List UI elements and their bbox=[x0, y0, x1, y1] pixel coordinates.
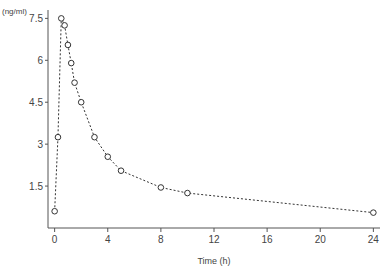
plot-area bbox=[52, 16, 376, 216]
x-tick bbox=[320, 228, 321, 232]
x-tick bbox=[214, 228, 215, 232]
data-line bbox=[55, 18, 374, 212]
x-tick-label: 16 bbox=[262, 234, 274, 245]
data-point bbox=[78, 99, 84, 105]
x-tick bbox=[373, 228, 374, 232]
y-tick bbox=[45, 60, 48, 61]
y-tick bbox=[45, 102, 48, 103]
data-point bbox=[52, 208, 58, 214]
x-tick bbox=[267, 228, 268, 232]
x-tick-label: 12 bbox=[208, 234, 220, 245]
x-tick-label: 20 bbox=[315, 234, 327, 245]
x-tick-label: 24 bbox=[368, 234, 380, 245]
data-point bbox=[185, 190, 191, 196]
data-point bbox=[65, 42, 71, 48]
x-tick bbox=[160, 228, 161, 232]
data-point bbox=[158, 185, 164, 191]
data-point bbox=[105, 154, 111, 160]
data-point bbox=[55, 134, 61, 140]
x-tick-label: 8 bbox=[158, 234, 164, 245]
y-tick-label: 1.5 bbox=[29, 181, 43, 192]
y-tick-label: 6 bbox=[37, 55, 43, 66]
x-tick-label: 0 bbox=[52, 234, 58, 245]
y-axis-label: (ng/ml) bbox=[2, 7, 27, 16]
data-point bbox=[92, 134, 98, 140]
chart-svg: 1.5 3 4.5 6 7.5 0 4 8 12 16 20 24 (ng/ml) Time (h) bbox=[0, 0, 386, 274]
chart-container: 1.5 3 4.5 6 7.5 0 4 8 12 16 20 24 (ng/ml) Time (h) bbox=[0, 0, 386, 274]
y-tick-label: 7.5 bbox=[29, 13, 43, 24]
data-point bbox=[62, 23, 68, 29]
x-tick-label: 4 bbox=[105, 234, 111, 245]
y-axis-line bbox=[48, 10, 49, 228]
x-tick bbox=[107, 228, 108, 232]
y-tick-label: 3 bbox=[37, 139, 43, 150]
data-point bbox=[68, 60, 74, 66]
y-tick bbox=[45, 144, 48, 145]
x-axis-label: Time (h) bbox=[197, 256, 230, 266]
data-point bbox=[118, 168, 124, 174]
data-point bbox=[58, 16, 64, 22]
y-tick-label: 4.5 bbox=[29, 97, 43, 108]
data-point bbox=[72, 80, 78, 86]
data-point bbox=[371, 210, 377, 216]
x-tick bbox=[54, 228, 55, 232]
y-tick bbox=[45, 18, 48, 19]
y-tick bbox=[45, 186, 48, 187]
